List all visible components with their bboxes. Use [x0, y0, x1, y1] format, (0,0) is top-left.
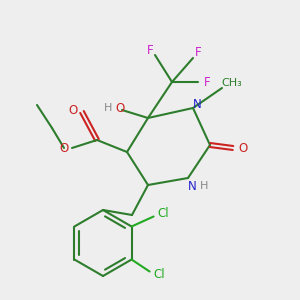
Text: O: O	[59, 142, 69, 154]
Text: O: O	[68, 103, 78, 116]
Text: F: F	[147, 44, 153, 56]
Text: Cl: Cl	[154, 268, 165, 281]
Text: N: N	[193, 98, 201, 110]
Text: F: F	[204, 76, 210, 88]
Text: F: F	[195, 46, 201, 59]
Text: H: H	[200, 181, 208, 191]
Text: H: H	[103, 103, 112, 113]
Text: CH₃: CH₃	[222, 78, 242, 88]
Text: O: O	[116, 101, 124, 115]
Text: N: N	[188, 179, 196, 193]
Text: Cl: Cl	[158, 207, 170, 220]
Text: O: O	[238, 142, 247, 154]
